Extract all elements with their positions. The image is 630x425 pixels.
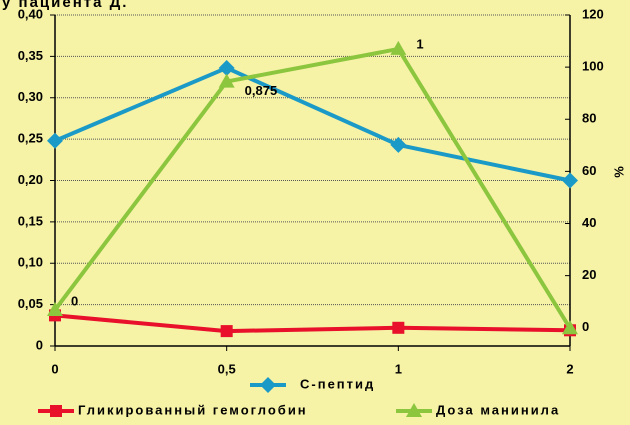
- series-line: [53, 46, 572, 330]
- marker: [260, 377, 276, 393]
- y-tick-label: 0,40: [18, 6, 43, 21]
- marker: [392, 321, 405, 334]
- legend-label: Доза манинила: [436, 402, 560, 417]
- series-line: [54, 65, 571, 183]
- data-label: 1: [416, 36, 423, 51]
- y-tick-label: 0,30: [18, 89, 43, 104]
- y-tick-label: 0,15: [18, 213, 43, 228]
- legend-label: С-пептид: [300, 376, 375, 391]
- y-tick-label: 0,20: [18, 172, 43, 187]
- data-label: 0: [71, 293, 78, 308]
- marker: [390, 136, 407, 153]
- marker: [220, 325, 233, 338]
- series-line: [54, 313, 571, 334]
- y-tick-label: 0,10: [18, 255, 43, 270]
- marker: [50, 405, 62, 417]
- y2-axis-label: %: [611, 166, 626, 178]
- marker: [390, 40, 407, 55]
- legend-label: Гликированный гемоглобин: [78, 402, 308, 417]
- marker: [562, 172, 578, 189]
- y-tick-label: 0,25: [18, 131, 43, 146]
- marker: [47, 132, 63, 149]
- x-tick-label: 1: [395, 361, 402, 376]
- y2-tick-label: 100: [582, 59, 604, 74]
- y2-tick-label: 40: [582, 215, 596, 230]
- y2-tick-label: 0: [582, 319, 589, 334]
- y2-tick-label: 20: [582, 267, 596, 282]
- y2-tick-label: 80: [582, 111, 596, 126]
- x-tick-label: 0: [51, 361, 58, 376]
- marker: [218, 73, 235, 88]
- marker: [562, 320, 578, 335]
- y2-tick-label: 120: [582, 6, 604, 21]
- y2-tick-label: 60: [582, 163, 596, 178]
- marker: [218, 59, 235, 76]
- y-tick-label: 0,35: [18, 48, 43, 63]
- x-tick-label: 2: [566, 361, 573, 376]
- x-tick-label: 0,5: [218, 361, 236, 376]
- marker: [47, 301, 63, 316]
- data-label: 0,875: [245, 83, 278, 98]
- marker: [406, 403, 422, 417]
- y-tick-label: 0: [36, 337, 43, 352]
- y-tick-label: 0,05: [18, 296, 43, 311]
- chart-title: у пациента Д.: [2, 0, 128, 11]
